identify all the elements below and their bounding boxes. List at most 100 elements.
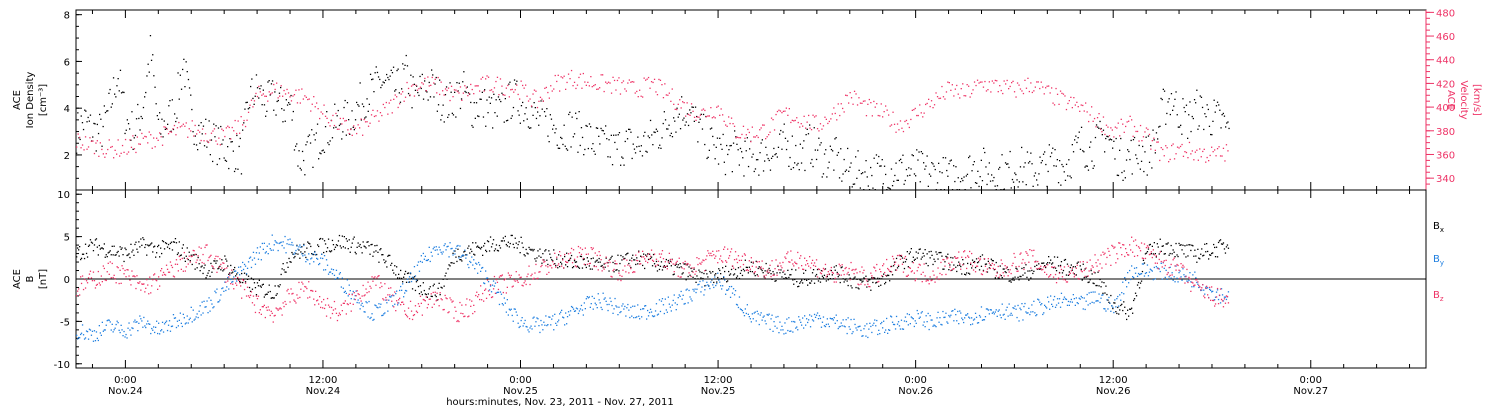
bz-point — [513, 279, 515, 281]
by-point — [1022, 319, 1024, 321]
bx-point — [108, 251, 110, 253]
bx-point — [251, 288, 254, 290]
by-point — [769, 328, 771, 330]
bx-point — [978, 269, 981, 271]
bz-point — [239, 282, 241, 284]
density-point — [286, 104, 289, 106]
bz-point — [376, 277, 378, 279]
bz-point — [622, 269, 624, 271]
bx-point — [104, 256, 106, 258]
by-point — [640, 308, 642, 311]
by-point — [579, 308, 582, 310]
by-point — [102, 330, 104, 332]
bz-point — [171, 266, 174, 269]
by-point — [155, 326, 157, 328]
by-point — [1055, 304, 1058, 306]
bx-point — [615, 269, 617, 271]
velocity-point — [459, 86, 462, 88]
by-point — [741, 310, 744, 312]
velocity-point — [717, 105, 719, 107]
density-point — [1154, 152, 1156, 154]
bx-point — [738, 277, 741, 280]
velocity-point — [799, 126, 801, 128]
velocity-point — [548, 97, 550, 99]
by-point — [390, 296, 392, 298]
bx-point — [893, 261, 896, 263]
by-point — [808, 319, 810, 321]
bz-point — [510, 274, 512, 277]
by-point — [487, 281, 490, 283]
bz-point — [572, 249, 575, 251]
bz-point — [100, 275, 102, 277]
bz-point — [251, 302, 254, 304]
bz-point — [110, 277, 112, 279]
density-point — [464, 90, 466, 93]
by-point — [621, 305, 623, 307]
bz-point — [316, 300, 318, 302]
bx-point — [1072, 266, 1074, 268]
by-point — [113, 329, 115, 331]
bx-point — [1047, 262, 1049, 264]
bx-point — [219, 265, 221, 267]
density-point — [153, 75, 155, 77]
bz-point — [503, 279, 505, 281]
density-point — [674, 120, 676, 122]
velocity-point — [830, 118, 832, 120]
by-point — [98, 325, 100, 327]
bx-point — [683, 263, 685, 265]
bz-point — [655, 258, 658, 260]
velocity-point — [1214, 149, 1216, 151]
by-point — [899, 328, 902, 330]
by-point — [226, 286, 228, 288]
density-point — [508, 83, 510, 85]
by-point — [1184, 276, 1186, 278]
bx-point — [781, 276, 783, 278]
density-point — [927, 185, 929, 187]
velocity-point — [447, 87, 450, 89]
bz-point — [374, 276, 376, 278]
density-point — [765, 146, 767, 148]
bx-point — [443, 285, 445, 287]
density-point — [260, 85, 262, 87]
by-point — [388, 299, 390, 301]
velocity-point — [157, 139, 159, 141]
velocity-point — [953, 95, 955, 97]
by-point — [918, 317, 920, 319]
bx-point — [1037, 268, 1039, 270]
density-point — [578, 111, 580, 113]
bz-point — [666, 268, 668, 270]
bx-point — [124, 247, 126, 249]
density-point — [473, 102, 475, 104]
bz-point — [399, 297, 401, 299]
by-point — [555, 322, 557, 324]
density-point — [1200, 96, 1203, 98]
by-point — [921, 311, 923, 313]
by-point — [130, 334, 132, 336]
bx-point — [111, 245, 113, 247]
by-point — [561, 309, 563, 311]
velocity-point — [559, 90, 561, 92]
by-point — [144, 325, 146, 327]
by-point — [585, 298, 587, 300]
density-point — [288, 102, 290, 104]
bz-point — [507, 272, 509, 274]
velocity-point — [643, 77, 645, 79]
velocity-point — [119, 155, 121, 157]
velocity-point — [184, 125, 186, 127]
by-point — [323, 255, 326, 257]
by-point — [656, 314, 659, 316]
by-point — [906, 313, 908, 315]
by-point — [477, 272, 479, 274]
bx-point — [1045, 266, 1047, 269]
bz-point — [696, 257, 698, 259]
density-point — [278, 92, 281, 94]
by-point — [164, 321, 167, 324]
velocity-point — [680, 107, 682, 109]
by-point — [100, 334, 102, 336]
bx-point — [419, 285, 422, 287]
bx-point — [874, 277, 876, 279]
bz-point — [580, 253, 583, 256]
by-point — [758, 323, 760, 326]
bx-point — [235, 275, 237, 277]
bz-point — [475, 294, 477, 297]
